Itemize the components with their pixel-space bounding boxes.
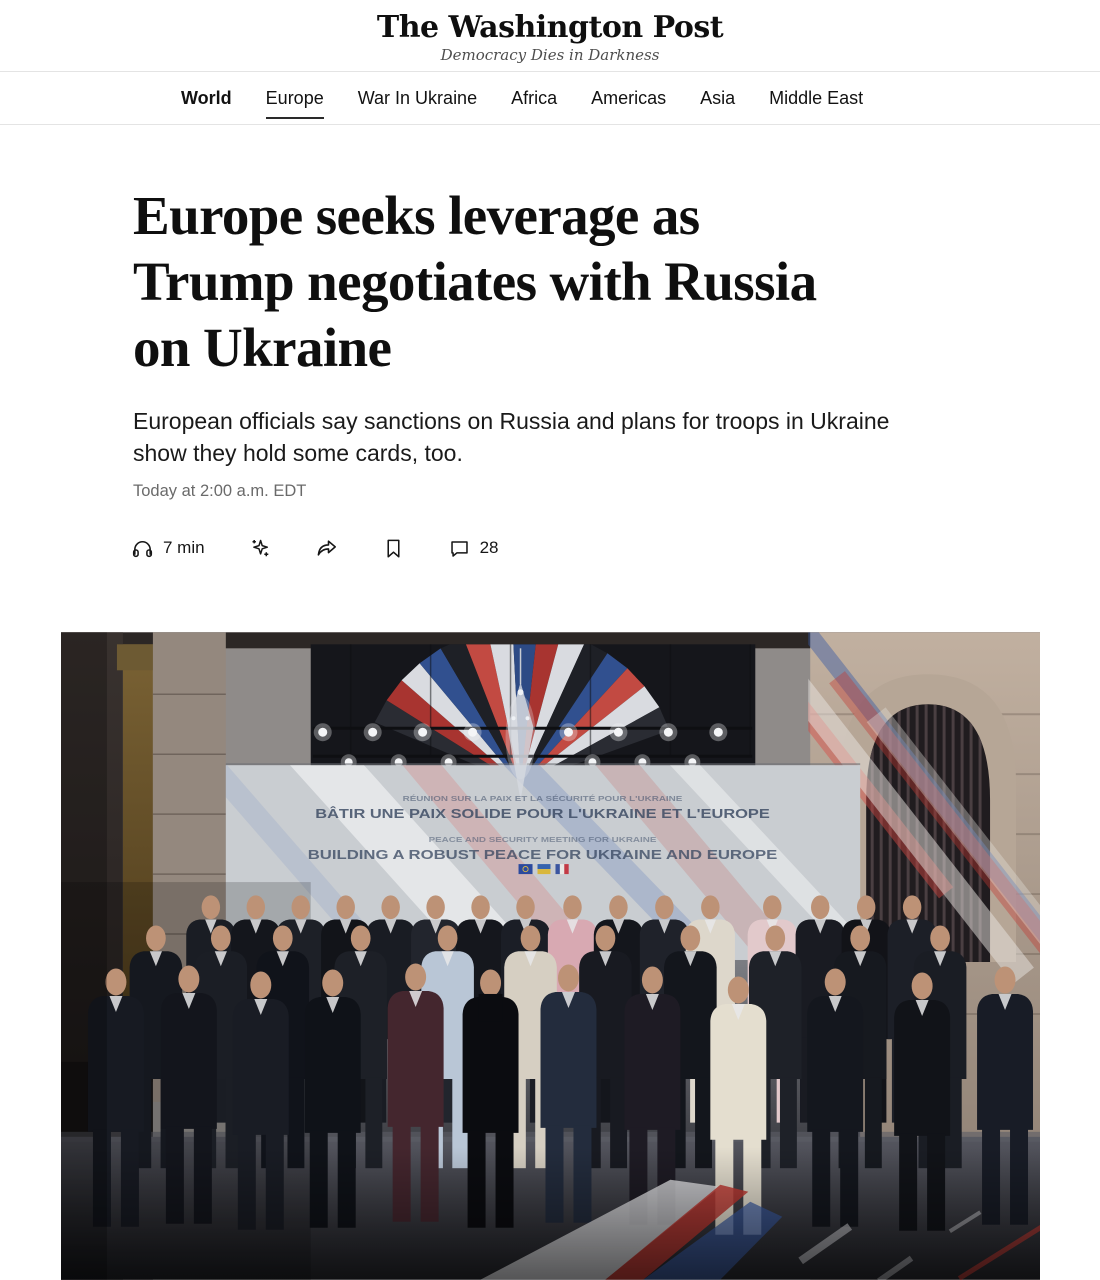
listen-duration: 7 min [163, 538, 205, 557]
projection-screen: RÉUNION SUR LA PAIX ET LA SÉCURITÉ POUR … [225, 648, 861, 960]
flag-light-projection [808, 632, 1040, 1085]
comments-count: 28 [479, 538, 499, 557]
masthead: The Washington Post Democracy Dies in Da… [0, 0, 1100, 64]
nav-item-middle-east[interactable]: Middle East [769, 87, 864, 108]
subheadline-line-2: show they hold some cards, too. [133, 440, 463, 467]
photo-scene: RÉUNION SUR LA PAIX ET LA SÉCURITÉ POUR … [61, 632, 1040, 1280]
stained-glass-ceiling [310, 644, 756, 785]
eu-flag-icon [518, 864, 533, 875]
comments-button[interactable]: 28 [448, 537, 499, 560]
screen-line-en-large: BUILDING A ROBUST PEACE FOR UKRAINE AND … [308, 848, 778, 862]
sparkle-icon [248, 536, 272, 560]
nav-item-asia[interactable]: Asia [700, 87, 736, 108]
screen-line-fr-small: RÉUNION SUR LA PAIX ET LA SÉCURITÉ POUR … [403, 794, 683, 803]
summarize-button[interactable] [248, 536, 272, 560]
headline-line-3: on Ukraine [133, 317, 392, 378]
screen-line-en-small: PEACE AND SECURITY MEETING FOR UKRAINE [429, 835, 657, 844]
chandelier [505, 648, 536, 801]
bookmark-icon [382, 537, 405, 560]
masthead-tagline: Democracy Dies in Darkness [440, 46, 660, 64]
listen-button[interactable]: 7 min [131, 537, 205, 560]
save-button[interactable] [382, 537, 405, 560]
comment-bubble-icon [448, 537, 471, 560]
headline-line-1: Europe seeks leverage as [133, 185, 700, 246]
subheadline: European officials say sanctions on Russ… [133, 405, 993, 469]
action-bar: 7 min 28 [131, 530, 499, 566]
nav-item-world[interactable]: World [181, 87, 232, 108]
subheadline-line-1: European officials say sanctions on Russ… [133, 408, 890, 434]
screen-line-fr-large: BÂTIR UNE PAIX SOLIDE POUR L'UKRAINE ET … [315, 806, 770, 821]
headphones-icon [131, 537, 154, 560]
share-button[interactable] [315, 536, 339, 560]
leaders-front-row [87, 963, 1034, 1235]
nav-item-europe[interactable]: Europe [265, 72, 324, 124]
nav-item-africa[interactable]: Africa [511, 87, 558, 108]
headline: Europe seeks leverage as Trump negotiate… [133, 183, 993, 381]
masthead-logo[interactable]: The Washington Post [376, 10, 724, 45]
ukraine-flag-icon [537, 864, 551, 875]
headline-line-2: Trump negotiates with Russia [133, 251, 817, 312]
section-nav: World Europe War In Ukraine Africa Ameri… [0, 71, 1100, 125]
screen-flags [518, 864, 569, 875]
nav-item-war-in-ukraine[interactable]: War In Ukraine [357, 87, 478, 108]
timestamp: Today at 2:00 a.m. EDT [133, 482, 307, 500]
nav-item-americas[interactable]: Americas [591, 87, 667, 108]
screen-text: RÉUNION SUR LA PAIX ET LA SÉCURITÉ POUR … [308, 794, 778, 862]
share-arrow-icon [315, 536, 339, 560]
france-flag-icon [555, 864, 569, 875]
photo-vignette [61, 1146, 1040, 1280]
article-photo: RÉUNION SUR LA PAIX ET LA SÉCURITÉ POUR … [61, 632, 1040, 1280]
